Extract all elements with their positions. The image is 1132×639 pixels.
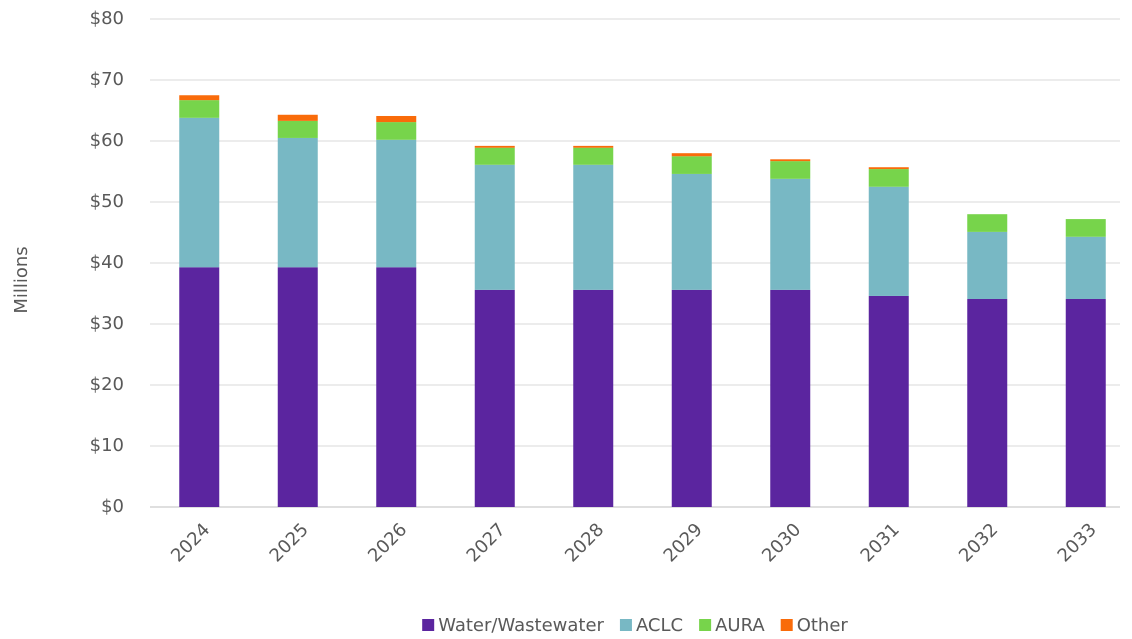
x-tick-label: 2029 <box>660 519 707 566</box>
bar-segment <box>868 169 909 187</box>
x-tick-label: 2031 <box>857 519 904 566</box>
legend-label: Other <box>797 615 849 636</box>
y-tick-label: $0 <box>101 496 124 517</box>
x-tick-label: 2033 <box>1054 519 1101 566</box>
x-tick-label: 2024 <box>167 519 214 566</box>
x-tick-label: 2032 <box>955 519 1002 566</box>
bar-segment <box>376 139 417 268</box>
y-tick-label: $70 <box>90 69 124 90</box>
bar-segment <box>770 161 811 179</box>
bar-segment <box>277 267 318 507</box>
x-tick-label: 2030 <box>758 519 805 566</box>
bar-segment <box>573 289 614 507</box>
bar-segment <box>474 289 515 507</box>
bar-segment <box>671 173 712 290</box>
bar-segment <box>671 156 712 174</box>
y-tick-label: $80 <box>90 8 124 29</box>
y-tick-label: $60 <box>90 130 124 151</box>
bar-segment <box>770 159 811 162</box>
bar-segment <box>376 115 417 123</box>
bar-segment <box>1065 219 1106 237</box>
bar-segment <box>573 147 614 165</box>
y-tick-label: $40 <box>90 252 124 273</box>
bar-segment <box>474 145 515 148</box>
bar-segment <box>868 167 909 170</box>
bar-segment <box>770 289 811 507</box>
bar-segment <box>868 295 909 507</box>
legend-swatch <box>699 619 712 631</box>
x-tick-label: 2027 <box>463 519 510 566</box>
bar-segment <box>573 145 614 148</box>
y-tick-label: $30 <box>90 313 124 334</box>
bar-segment <box>179 267 220 507</box>
bar-segment <box>967 298 1008 507</box>
bar-segment <box>179 100 220 118</box>
legend-swatch <box>619 619 632 631</box>
bar-segment <box>277 120 318 138</box>
legend-label: AURA <box>715 615 765 636</box>
bar-segment <box>474 164 515 290</box>
y-axis-label: Millions <box>11 246 32 313</box>
y-tick-label: $10 <box>90 435 124 456</box>
bar-segment <box>376 267 417 507</box>
bar-segment <box>1065 298 1106 507</box>
legend-swatch <box>422 619 435 631</box>
bar-segment <box>179 117 220 268</box>
bar-segment <box>474 147 515 165</box>
x-tick-label: 2026 <box>364 519 411 566</box>
bar-segment <box>376 122 417 140</box>
legend-label: ACLC <box>636 615 683 636</box>
legend-swatch <box>780 619 793 631</box>
bar-segment <box>671 289 712 507</box>
bar-segment <box>179 95 220 101</box>
x-tick-label: 2025 <box>266 519 313 566</box>
bar-segment <box>1065 236 1106 299</box>
bar-segment <box>967 231 1008 299</box>
legend-label: Water/Wastewater <box>438 615 604 636</box>
y-tick-label: $20 <box>90 374 124 395</box>
bar-segment <box>967 214 1008 232</box>
y-tick-label: $50 <box>90 191 124 212</box>
bar-segment <box>573 164 614 290</box>
bar-segment <box>277 114 318 121</box>
bar-segment <box>671 153 712 157</box>
x-tick-label: 2028 <box>561 519 608 566</box>
bar-segment <box>277 137 318 268</box>
bar-segment <box>868 186 909 296</box>
bar-segment <box>770 178 811 290</box>
